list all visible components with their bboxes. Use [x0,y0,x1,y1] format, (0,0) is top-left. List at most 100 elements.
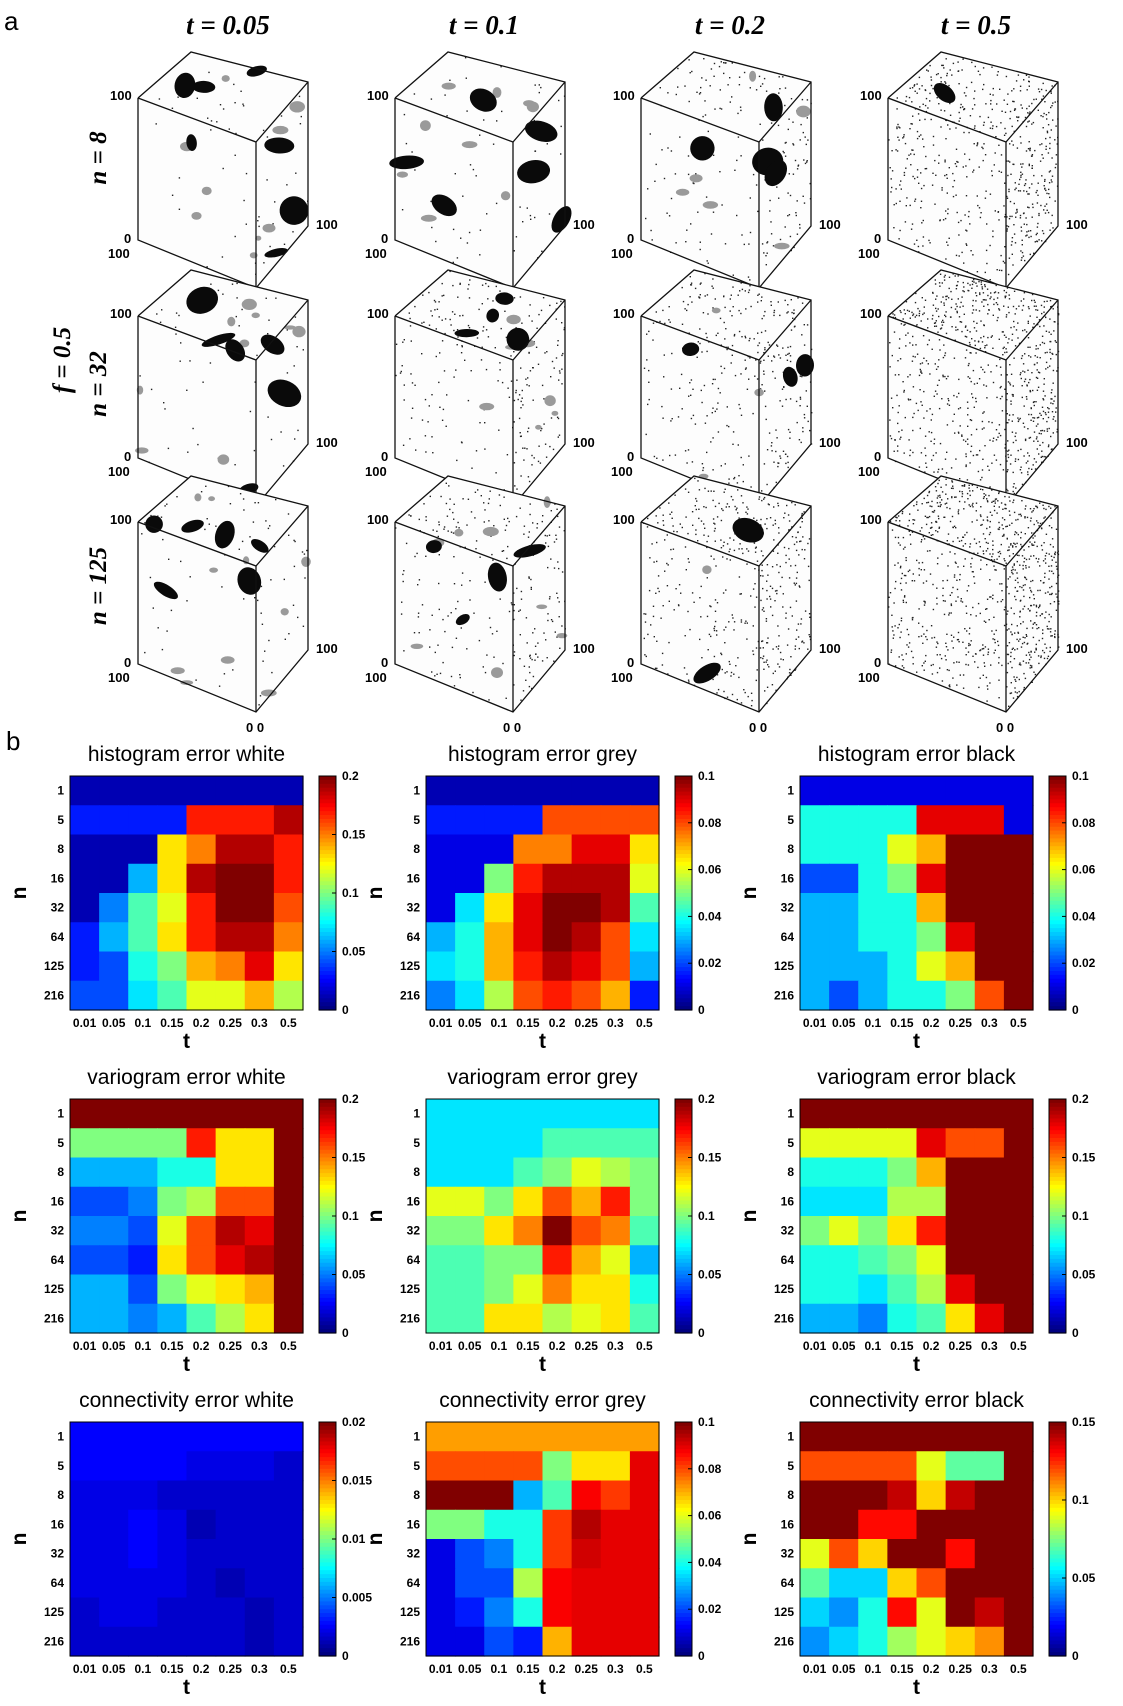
heatmap-cell [974,951,1005,982]
speckle [976,519,978,521]
speckle [770,445,773,447]
speckle [1027,527,1030,529]
speckle [982,368,984,371]
speckle [908,519,910,522]
speckle [260,612,262,614]
speckle [1014,543,1016,545]
speckle [455,526,458,528]
speckle [894,587,896,590]
speckle [215,525,217,527]
speckle [1049,543,1052,546]
speckle [989,244,991,247]
speckle [998,219,1000,221]
speckle [943,304,945,306]
speckle [912,175,914,178]
speckle [1031,299,1033,302]
speckle [763,359,765,361]
speckle [802,430,804,433]
speckle [909,342,911,344]
speckle [977,340,980,342]
speckle [989,297,991,300]
speckle [793,582,795,584]
speckle [775,689,777,691]
speckle [159,321,162,323]
speckle [985,550,988,552]
speckle [955,527,957,529]
colorbar-segment [1049,850,1066,855]
colorbar-segment [319,1184,336,1190]
speckle [979,115,981,118]
speckle [293,365,295,367]
speckle [1022,363,1025,365]
colorbar-segment [1049,916,1066,921]
speckle [1029,230,1032,232]
speckle [468,297,471,299]
speckle [1014,108,1016,110]
speckle [430,98,433,100]
speckle [1044,352,1046,354]
colorbar-segment [319,1177,336,1182]
speckle [478,639,481,642]
speckle [522,690,525,692]
speckle [973,169,975,171]
speckle [923,312,925,314]
speckle [950,603,952,605]
speckle [948,612,951,614]
speckle [764,347,766,349]
speckle [949,507,951,510]
speckle [717,332,719,334]
speckle [916,83,918,85]
heatmap-cell [244,1245,275,1276]
speckle [1027,642,1029,645]
speckle [804,162,807,165]
speckle [731,354,733,356]
speckle [1051,411,1054,413]
heatmap-cell [157,1128,188,1159]
speckle [1023,557,1026,559]
speckle [499,362,501,364]
speckle [1012,305,1015,308]
speckle [256,354,258,357]
heatmap-cell [571,1186,602,1217]
speckle [1049,365,1051,367]
speckle [293,565,296,568]
speckle [1009,661,1012,663]
speckle [1005,316,1008,318]
speckle [479,556,481,558]
speckle [547,545,550,548]
speckle [700,86,702,89]
speckle [728,506,730,508]
colorbar-segment [1049,783,1066,789]
heatmap-cell [426,1157,456,1188]
speckle [951,640,953,642]
speckle [983,299,986,301]
speckle [1025,125,1028,128]
speckle [784,87,787,89]
speckle [779,585,782,588]
speckle [805,143,807,146]
heatmap-cell [273,922,304,953]
speckle [528,480,531,483]
speckle [673,530,675,533]
speckle [961,491,963,493]
grey-blob [208,496,216,502]
speckle [507,517,509,520]
speckle [1024,259,1026,262]
speckle [778,527,780,529]
speckle [1016,695,1019,698]
colorbar-segment [1049,857,1066,863]
heatmap-cell [99,1186,129,1217]
speckle [909,449,912,451]
speckle [974,104,976,106]
speckle [937,557,939,559]
speckle [777,663,779,665]
speckle [795,400,798,403]
speckle [709,85,711,87]
speckle [733,621,736,623]
speckle [977,204,979,207]
speckle [987,542,989,544]
speckle [1007,662,1009,665]
speckle [653,561,655,563]
speckle [1039,502,1041,504]
heatmap-cell [571,1128,602,1159]
